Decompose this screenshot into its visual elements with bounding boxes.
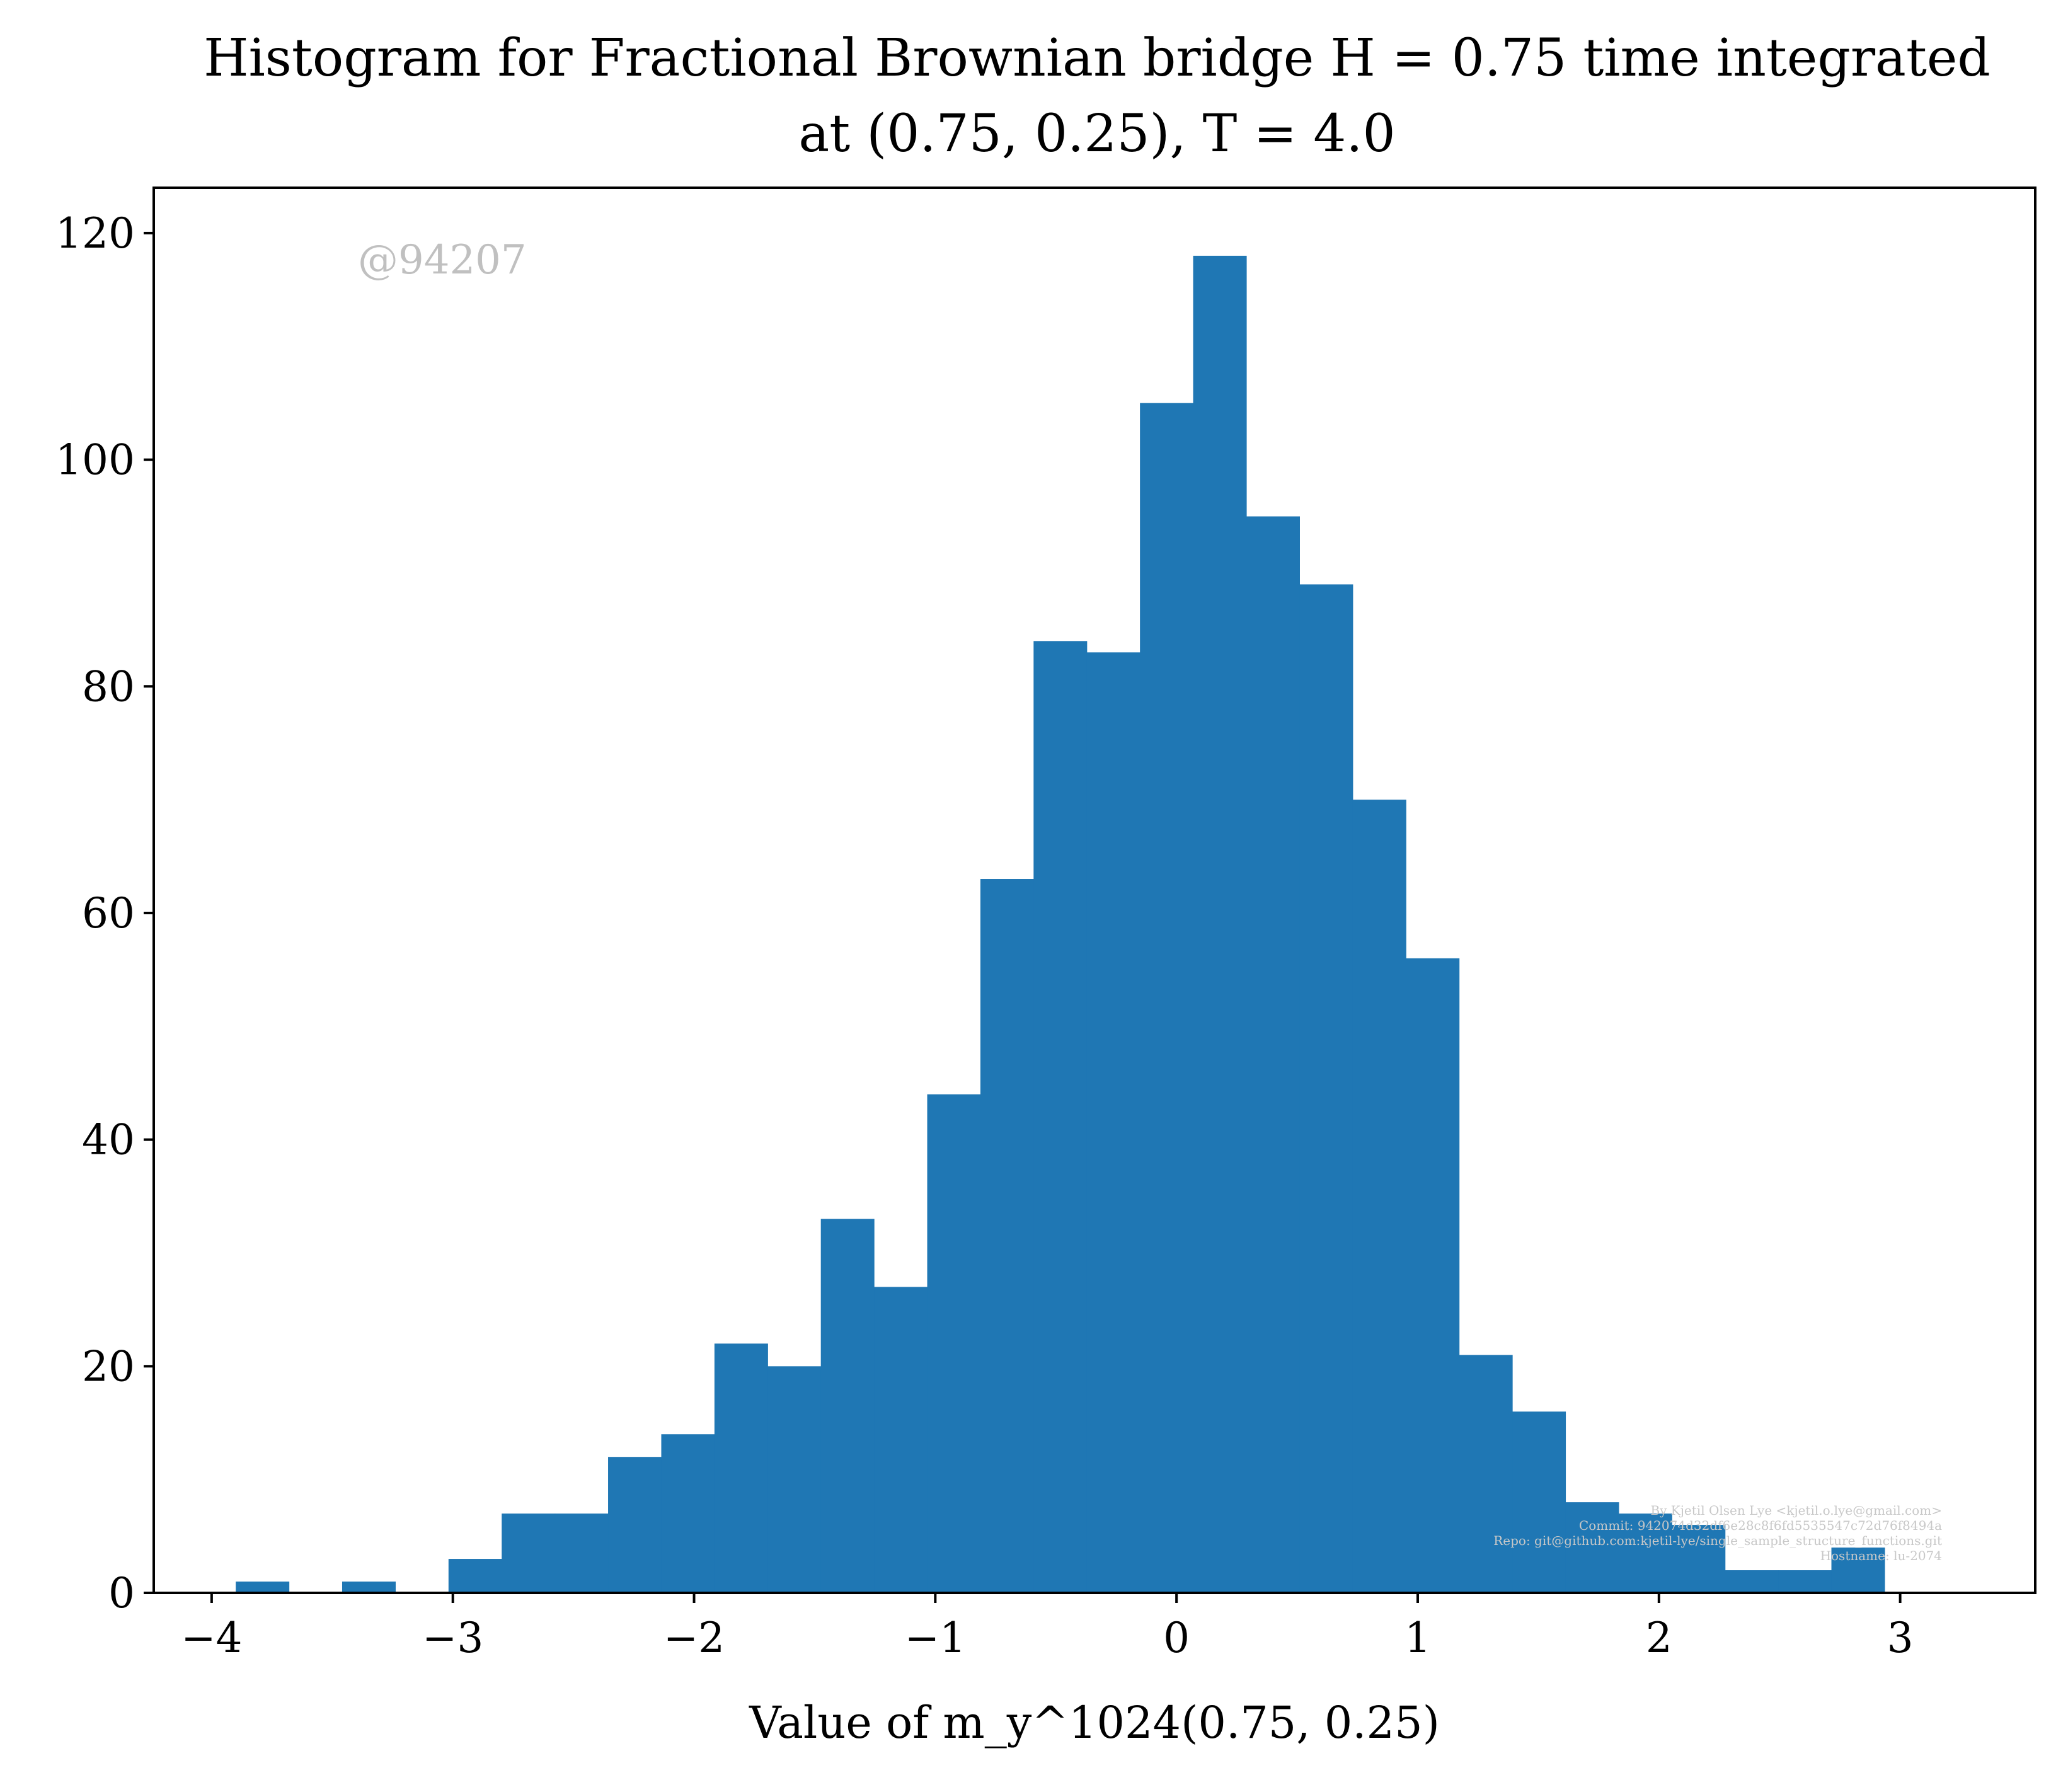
x-axis-label: Value of m_y^1024(0.75, 0.25) — [749, 1697, 1440, 1749]
histogram-bar — [980, 879, 1034, 1593]
histogram-bar — [1672, 1525, 1726, 1593]
footnote-line: By Kjetil Olsen Lye <kjetil.o.lye@gmail.… — [1650, 1503, 1942, 1518]
y-tick-label: 120 — [55, 209, 135, 258]
histogram-bar — [1033, 641, 1088, 1593]
y-tick-label: 80 — [82, 662, 135, 711]
footnote-text: By Kjetil Olsen Lye <kjetil.o.lye@gmail.… — [1493, 1503, 1942, 1563]
histogram-bars — [236, 255, 1885, 1594]
histogram-bar — [1299, 584, 1353, 1594]
y-tick-label: 40 — [82, 1116, 135, 1164]
histogram-bar — [1140, 403, 1194, 1594]
footnote-line: Repo: git@github.com:kjetil-lye/single_s… — [1493, 1533, 1942, 1548]
histogram-bar — [1406, 958, 1460, 1593]
x-tick-label: 2 — [1646, 1614, 1672, 1662]
histogram-bar — [502, 1513, 556, 1593]
histogram-bar — [554, 1513, 609, 1593]
footnote-line: Hostname: lu-2074 — [1820, 1548, 1942, 1563]
y-tick-label: 0 — [108, 1569, 135, 1617]
histogram-bar — [927, 1094, 981, 1593]
histogram-bar — [1725, 1570, 1779, 1593]
histogram-bar — [1831, 1548, 1885, 1593]
histogram-bar — [236, 1582, 290, 1593]
plot-frame — [152, 187, 2036, 1594]
x-axis: −4 −3 −2 −1 0 1 2 3 — [181, 1593, 1914, 1662]
histogram-bar — [1778, 1570, 1832, 1593]
x-tick-label: −3 — [422, 1614, 483, 1662]
histogram-bar — [1565, 1502, 1619, 1593]
histogram-bar — [1086, 652, 1140, 1593]
histogram-bar — [1246, 516, 1300, 1593]
y-tick-label: 100 — [55, 436, 135, 485]
histogram-bar — [661, 1434, 715, 1593]
x-tick-label: 1 — [1405, 1614, 1431, 1662]
chart-title-line1: Histogram for Fractional Brownian bridge… — [204, 28, 1990, 88]
chart-title-line2: at (0.75, 0.25), T = 4.0 — [798, 104, 1395, 164]
histogram-bar — [342, 1582, 396, 1593]
y-tick-label: 20 — [82, 1342, 135, 1391]
histogram-bar — [1459, 1355, 1513, 1593]
x-tick-label: 3 — [1887, 1614, 1914, 1662]
histogram-bar — [767, 1366, 822, 1593]
histogram-bar — [714, 1343, 768, 1593]
histogram-bar — [448, 1559, 502, 1593]
x-tick-label: −4 — [181, 1614, 242, 1662]
y-tick-label: 60 — [82, 889, 135, 938]
histogram-bar — [608, 1457, 662, 1593]
histogram-bar — [1193, 255, 1247, 1594]
histogram-bar — [1512, 1411, 1566, 1593]
x-tick-label: −2 — [663, 1614, 725, 1662]
y-axis: 0 20 40 60 80 100 120 — [55, 209, 154, 1617]
histogram-bar — [1352, 800, 1406, 1593]
x-tick-label: 0 — [1163, 1614, 1190, 1662]
x-tick-label: −1 — [905, 1614, 966, 1662]
histogram-bar — [874, 1287, 928, 1593]
histogram-bar — [820, 1219, 875, 1593]
watermark-label: @94207 — [358, 237, 527, 284]
histogram-bar — [1618, 1513, 1672, 1593]
footnote-line: Commit: 942074d32df6e28c8f6fd5535547c72d… — [1579, 1518, 1942, 1533]
